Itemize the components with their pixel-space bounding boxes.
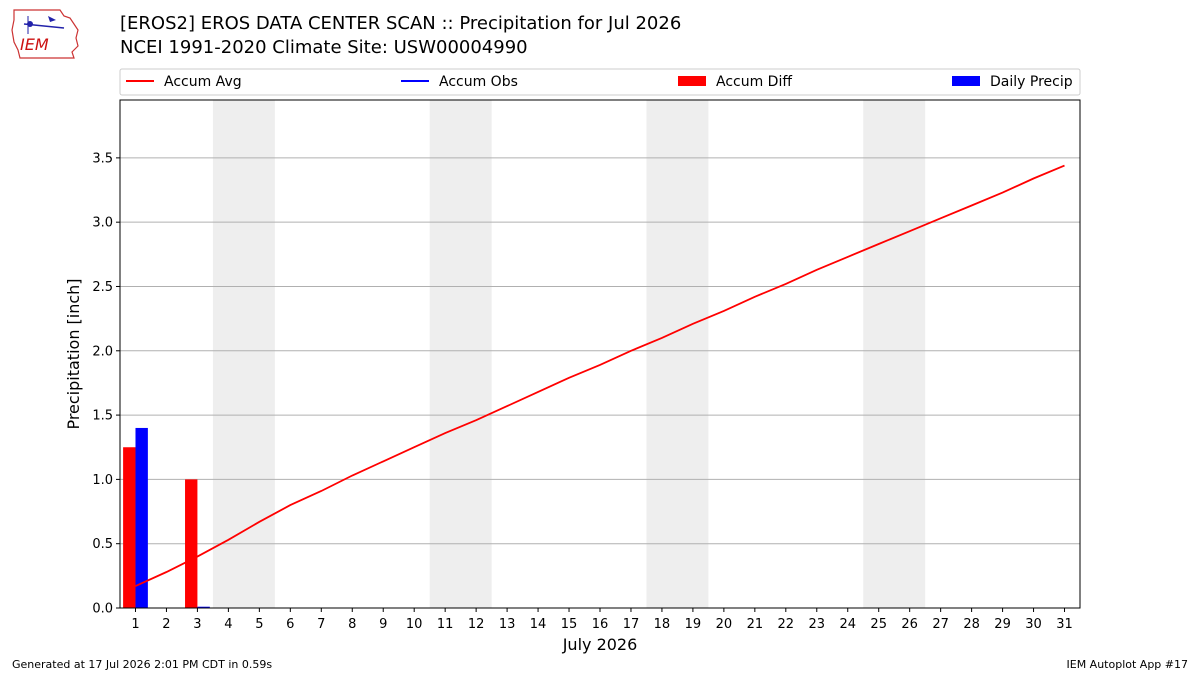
y-tick-label: 2.5: [92, 280, 113, 295]
legend-label-daily-precip: Daily Precip: [990, 74, 1073, 90]
x-tick-label: 12: [468, 617, 485, 632]
y-tick-label: 0.5: [92, 537, 113, 552]
y-axis-label: Precipitation [inch]: [64, 278, 83, 429]
y-tick-label: 1.5: [92, 409, 113, 424]
daily-precip-bar: [197, 606, 210, 609]
accum-diff-bar: [185, 479, 198, 608]
footer-generated: Generated at 17 Jul 2026 2:01 PM CDT in …: [12, 658, 273, 671]
legend: Accum Avg Accum Obs Accum Diff Daily Precip: [119, 68, 1081, 96]
x-tick-label: 23: [809, 617, 826, 632]
weekend-band-1: [212, 100, 275, 608]
weekend-band-2: [429, 100, 492, 608]
x-tick-label: 6: [286, 617, 294, 632]
x-tick-label: 19: [685, 617, 702, 632]
weekend-shading: [212, 100, 926, 608]
bars: [123, 427, 210, 609]
x-tick-label: 17: [623, 617, 640, 632]
lines: [135, 164, 1065, 587]
x-tick-label: 30: [1025, 617, 1042, 632]
x-tick-label: 28: [963, 617, 980, 632]
x-tick-label: 25: [870, 617, 887, 632]
legend-label-accum-diff: Accum Diff: [716, 74, 792, 90]
weekend-band-4: [863, 100, 926, 608]
y-axis: 0.0 0.5 1.0 1.5 2.0 2.5 3.0 3.5: [92, 151, 120, 617]
y-tick-label: 1.0: [92, 473, 113, 488]
iem-logo: IEM: [11, 9, 79, 59]
x-tick-label: 13: [499, 617, 516, 632]
x-tick-label: 5: [255, 617, 263, 632]
x-tick-label: 22: [778, 617, 795, 632]
x-tick-label: 18: [654, 617, 671, 632]
x-axis-label: July 2026: [562, 635, 638, 654]
x-tick-label: 7: [317, 617, 325, 632]
y-tick-label: 3.0: [92, 216, 113, 231]
y-tick-label: 3.5: [92, 151, 113, 166]
x-tick-label: 11: [437, 617, 454, 632]
x-tick-label: 20: [716, 617, 733, 632]
x-axis: 1 2 3 4 5 6 7 8 9 10 11 12 13 14 15 16 17 18 19 20 21 22 23 24 2…: [131, 608, 1073, 632]
daily-precip-bar: [135, 427, 148, 608]
x-tick-label: 16: [592, 617, 609, 632]
legend-label-accum-avg: Accum Avg: [164, 74, 242, 90]
chart-title: [EROS2] EROS DATA CENTER SCAN :: Precipi…: [120, 13, 682, 34]
x-tick-label: 29: [994, 617, 1011, 632]
logo-text: IEM: [20, 35, 49, 54]
x-tick-label: 8: [348, 617, 356, 632]
accum-diff-bar: [123, 447, 136, 608]
x-tick-label: 10: [406, 617, 423, 632]
x-tick-label: 26: [901, 617, 918, 632]
chart-subtitle: NCEI 1991-2020 Climate Site: USW00004990: [120, 37, 528, 58]
x-tick-label: 14: [530, 617, 547, 632]
x-tick-label: 9: [379, 617, 387, 632]
weekend-band-3: [646, 100, 709, 608]
legend-label-accum-obs: Accum Obs: [439, 74, 518, 90]
x-tick-label: 4: [224, 617, 232, 632]
x-tick-label: 2: [162, 617, 170, 632]
x-tick-label: 24: [839, 617, 856, 632]
x-tick-label: 3: [193, 617, 201, 632]
legend-box: [119, 68, 1081, 96]
x-tick-label: 27: [932, 617, 949, 632]
x-tick-label: 1: [131, 617, 139, 632]
accum-avg-line: [135, 164, 1065, 587]
y-tick-label: 2.0: [92, 344, 113, 359]
x-tick-label: 31: [1056, 617, 1073, 632]
x-tick-label: 21: [747, 617, 764, 632]
legend-swatch-daily-precip: [952, 76, 980, 86]
y-tick-label: 0.0: [92, 602, 113, 617]
legend-swatch-accum-diff: [678, 76, 706, 86]
x-tick-label: 15: [561, 617, 578, 632]
footer-app: IEM Autoplot App #17: [1066, 658, 1189, 671]
